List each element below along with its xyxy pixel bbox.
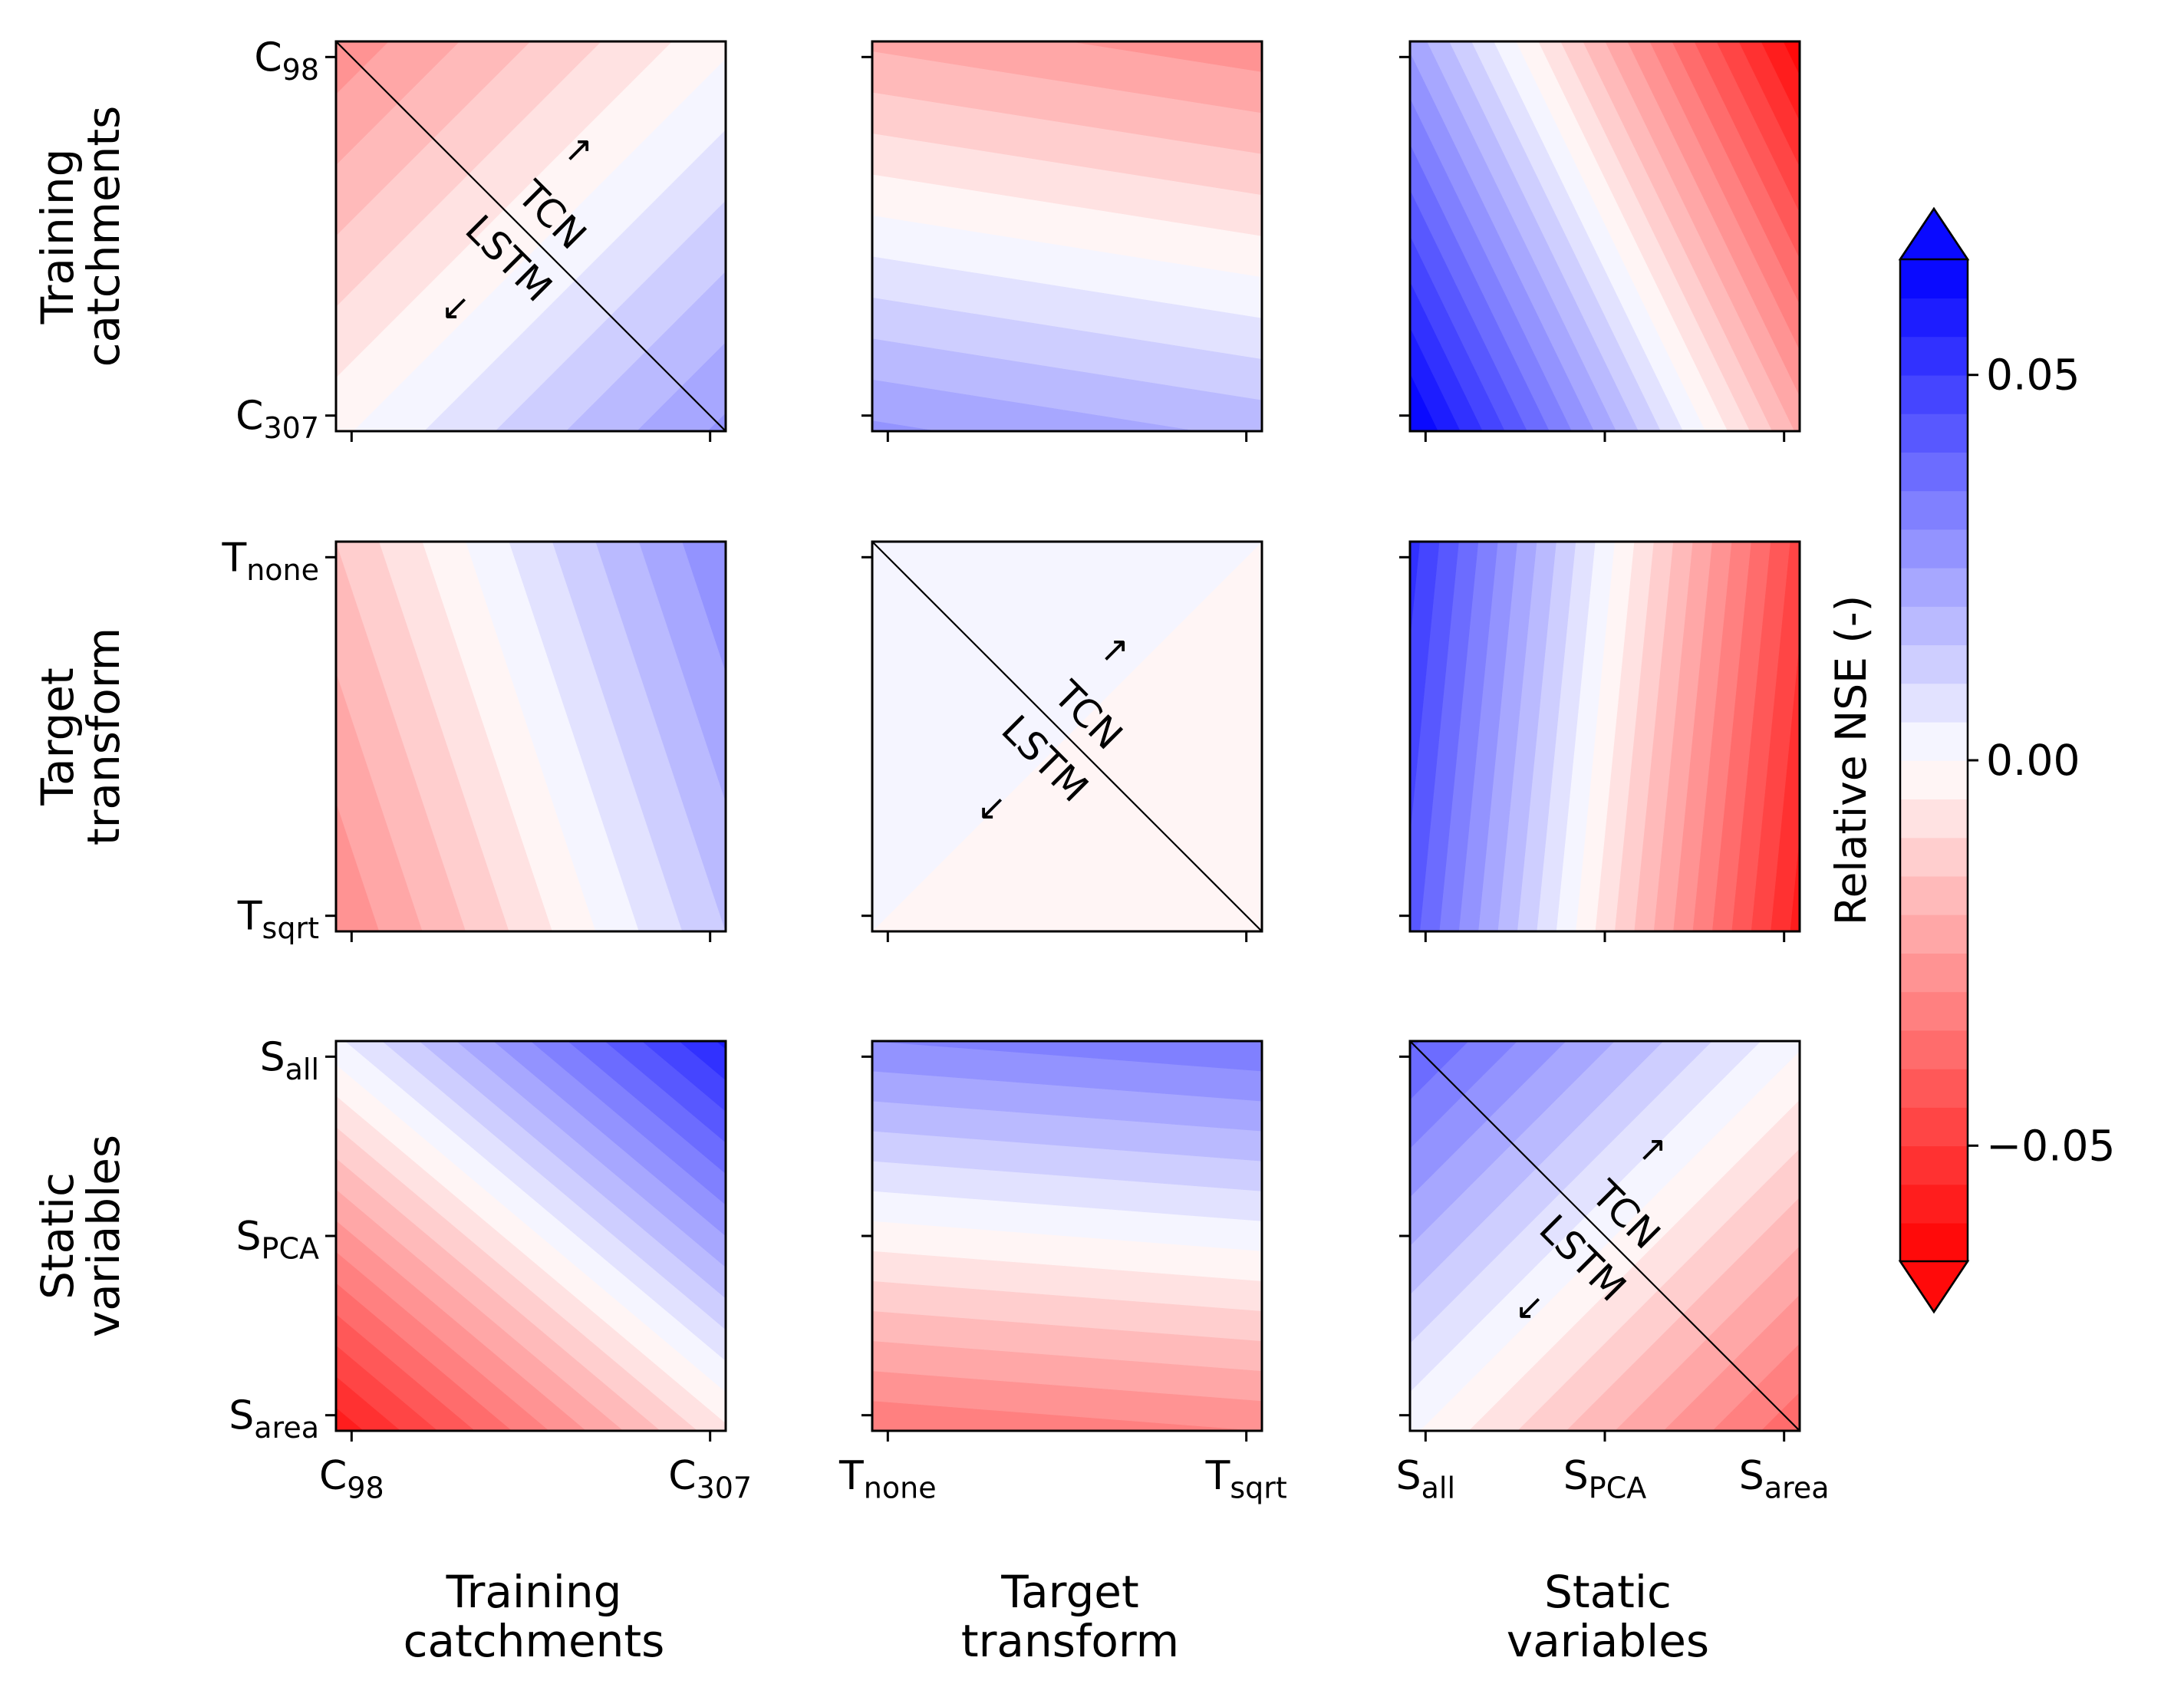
y-tick-label: C98 (254, 35, 319, 86)
arrow-down-left-icon: ↙ (977, 786, 1007, 828)
colorbar-band (1900, 760, 1968, 800)
colorbar-band (1900, 606, 1968, 646)
colorbar-label: Relative NSE (-) (1827, 595, 1876, 925)
colorbar-band (1900, 914, 1968, 954)
colorbar-band (1900, 837, 1968, 877)
y-tick-label: Sall (260, 1034, 319, 1086)
colorbar-band (1900, 529, 1968, 568)
panel-r2c1: Tnone Tsqrt (838, 1040, 1287, 1504)
colorbar-band (1900, 374, 1968, 414)
panel-r0c1 (861, 40, 1263, 442)
panel-r1c2 (1399, 540, 1801, 942)
colorbar-band (1900, 1222, 1968, 1262)
colorbar-band (1900, 1107, 1968, 1147)
colorbar-band (1900, 1068, 1968, 1108)
colorbar-extend-min (1898, 1260, 1970, 1314)
arrow-down-left-icon: ↙ (441, 286, 471, 328)
x-tick-label: Sarea (1739, 1453, 1830, 1504)
y-tick-label: Tsqrt (237, 894, 319, 945)
colorbar-extend-max (1898, 206, 1970, 261)
colorbar-band (1900, 875, 1968, 915)
colorbar-tick-label: 0.00 (1986, 736, 2080, 785)
row-label-c: catchments (77, 106, 130, 367)
row-label-s: Static (31, 1172, 84, 1300)
colorbar-band (1900, 644, 1968, 684)
x-tick-label: Tnone (838, 1453, 937, 1504)
y-tick-label: Sarea (229, 1393, 319, 1445)
row-label-t: transform (77, 628, 130, 845)
diagonal-line (871, 541, 1263, 932)
y-tick-label: SPCA (236, 1214, 319, 1265)
x-tick-label: C98 (319, 1453, 384, 1504)
colorbar-band (1900, 1184, 1968, 1224)
colorbar-band (1900, 336, 1968, 376)
x-tick-label: Tsqrt (1205, 1453, 1287, 1504)
colorbar-band (1900, 567, 1968, 607)
column-label-s: variables (1507, 1615, 1709, 1667)
panel-r1c0: Tnone Tsqrt (221, 535, 727, 945)
colorbar-band (1900, 490, 1968, 530)
colorbar-band (1900, 953, 1968, 993)
arrow-up-right-icon: ↗ (1638, 1128, 1668, 1169)
column-label-c: catchments (404, 1615, 665, 1667)
colorbar: 0.05 0.00 −0.05 Relative NSE (-) (1827, 206, 2116, 1314)
row-label-t: Target (31, 667, 84, 806)
colorbar-band (1900, 1030, 1968, 1069)
colorbar-tick-label: −0.05 (1986, 1121, 2116, 1170)
colorbar-band (1900, 413, 1968, 453)
colorbar-band (1900, 259, 1968, 299)
panel-frame (334, 540, 727, 933)
colorbar-outline (1899, 206, 1969, 1314)
colorbar-band (1900, 721, 1968, 761)
arrow-up-right-icon: ↗ (1100, 628, 1130, 670)
panel-frame (871, 40, 1263, 433)
colorbar-band (1900, 452, 1968, 492)
column-label-c: Training (446, 1566, 622, 1618)
x-tick-label: C307 (668, 1453, 752, 1504)
y-tick-label: C307 (236, 394, 319, 445)
heatmap-grid: TCNLSTM↗↙C98C307TnoneTsqrtTCNLSTM↗↙SallS… (221, 35, 1829, 1504)
colorbar-tick-label: 0.05 (1986, 351, 2080, 400)
column-label-t: Target (1000, 1566, 1138, 1618)
column-label-t: transform (961, 1615, 1179, 1667)
row-label-s: variables (77, 1135, 130, 1337)
x-tick-label: Sall (1396, 1453, 1455, 1504)
diagonal-line (1409, 1040, 1800, 1432)
arrow-down-left-icon: ↙ (1515, 1286, 1545, 1327)
colorbar-band (1900, 1145, 1968, 1185)
arrow-up-right-icon: ↗ (564, 128, 594, 170)
column-label-s: Static (1544, 1566, 1672, 1618)
x-tick-label: SPCA (1563, 1453, 1646, 1504)
y-tick-label: Tnone (221, 535, 319, 586)
colorbar-band (1900, 799, 1968, 839)
colorbar-band (1900, 683, 1968, 723)
colorbar-band (1900, 298, 1968, 338)
colorbar-band (1900, 991, 1968, 1031)
row-label-c: Training (31, 149, 84, 325)
panel-frame (334, 40, 727, 433)
diagonal-line (335, 41, 726, 432)
panel-r0c2 (1399, 40, 1801, 442)
panel-frame (871, 540, 1263, 933)
